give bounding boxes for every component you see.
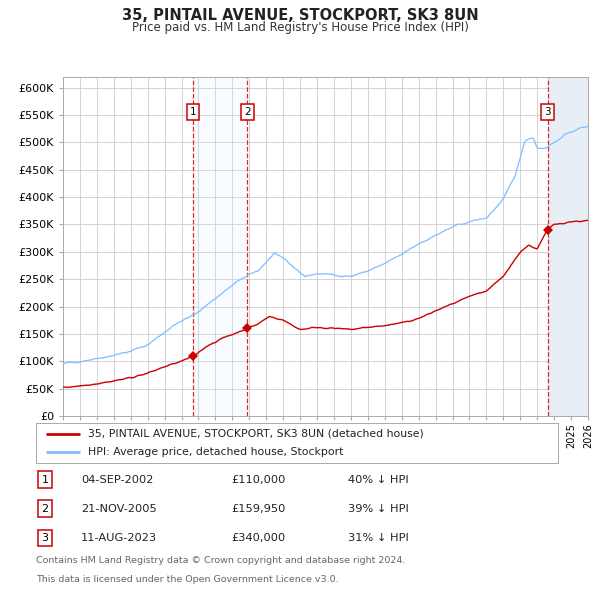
Text: £110,000: £110,000 — [231, 475, 286, 484]
Text: 40% ↓ HPI: 40% ↓ HPI — [348, 475, 409, 484]
Text: Contains HM Land Registry data © Crown copyright and database right 2024.: Contains HM Land Registry data © Crown c… — [36, 556, 406, 565]
Text: £159,950: £159,950 — [231, 504, 286, 513]
Text: HPI: Average price, detached house, Stockport: HPI: Average price, detached house, Stoc… — [88, 447, 344, 457]
Text: £340,000: £340,000 — [231, 533, 285, 543]
Text: 39% ↓ HPI: 39% ↓ HPI — [348, 504, 409, 513]
Bar — [548, 77, 588, 416]
Text: 11-AUG-2023: 11-AUG-2023 — [81, 533, 157, 543]
Text: 1: 1 — [41, 475, 49, 484]
Text: 3: 3 — [41, 533, 49, 543]
Text: 21-NOV-2005: 21-NOV-2005 — [81, 504, 157, 513]
Bar — [548, 77, 588, 416]
Text: 2: 2 — [41, 504, 49, 513]
Text: 1: 1 — [190, 107, 196, 117]
Text: 04-SEP-2002: 04-SEP-2002 — [81, 475, 154, 484]
Bar — [193, 77, 247, 416]
Text: 31% ↓ HPI: 31% ↓ HPI — [348, 533, 409, 543]
Text: 35, PINTAIL AVENUE, STOCKPORT, SK3 8UN (detached house): 35, PINTAIL AVENUE, STOCKPORT, SK3 8UN (… — [88, 429, 424, 439]
Text: Price paid vs. HM Land Registry's House Price Index (HPI): Price paid vs. HM Land Registry's House … — [131, 21, 469, 34]
Text: This data is licensed under the Open Government Licence v3.0.: This data is licensed under the Open Gov… — [36, 575, 338, 584]
Text: 35, PINTAIL AVENUE, STOCKPORT, SK3 8UN: 35, PINTAIL AVENUE, STOCKPORT, SK3 8UN — [122, 8, 478, 22]
Text: 2: 2 — [244, 107, 251, 117]
Text: 3: 3 — [544, 107, 551, 117]
